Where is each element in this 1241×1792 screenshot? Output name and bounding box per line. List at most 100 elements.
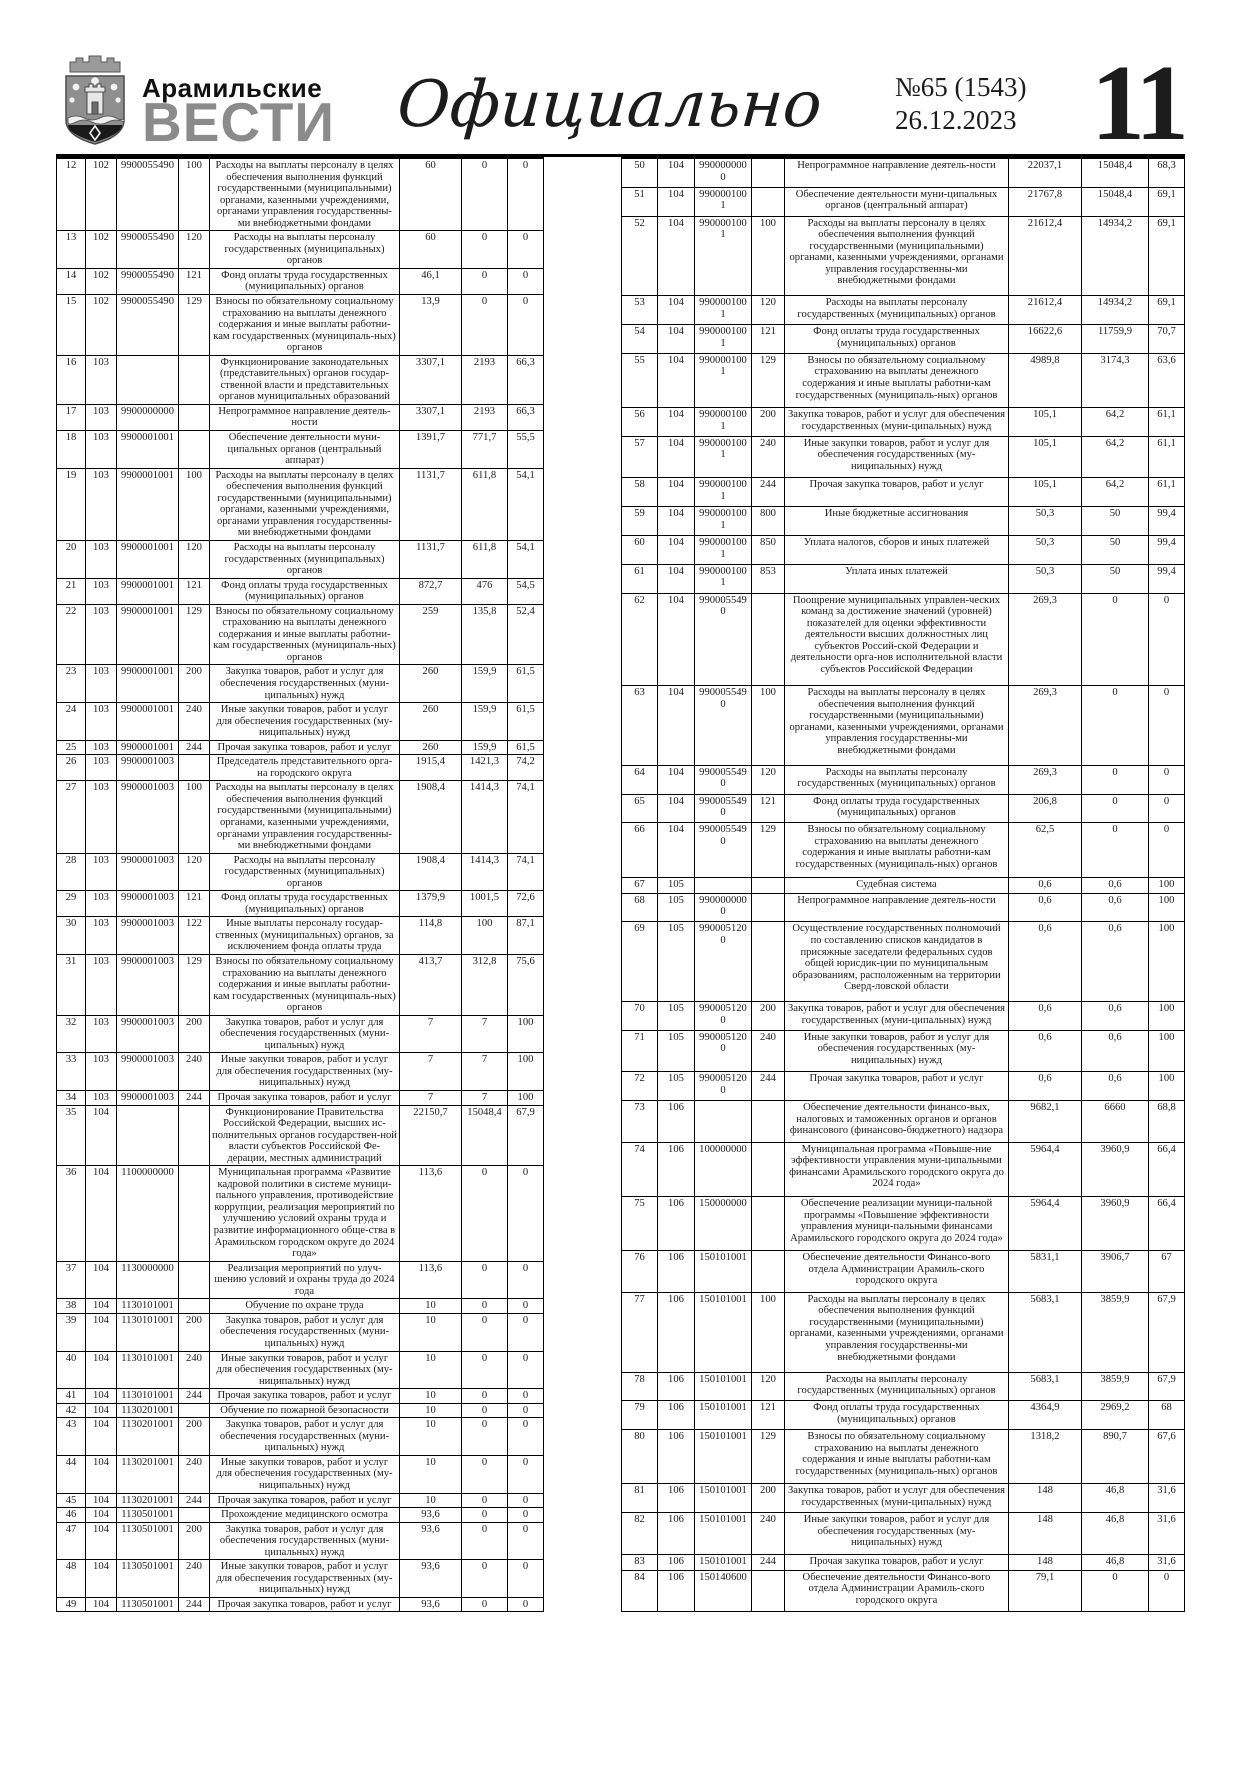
plan-amount-cell: 269,3 — [1008, 592, 1082, 687]
plan-amount-cell: 21767,8 — [1008, 186, 1082, 217]
section-code-cell: 105 — [657, 876, 695, 894]
name-cell: Функционирование законодательных (предст… — [209, 354, 400, 405]
plan-amount-cell: 5964,4 — [1008, 1195, 1082, 1252]
target-article-cell: 9900055490 — [694, 685, 752, 766]
section-code-cell: 105 — [657, 1029, 695, 1073]
target-article-cell: 9900001001 — [694, 186, 752, 217]
plan-amount-cell: 16622,6 — [1008, 324, 1082, 354]
percent-cell: 0 — [1148, 1569, 1185, 1613]
row-number-cell: 71 — [621, 1029, 658, 1073]
executed-amount-cell: 11759,9 — [1081, 324, 1149, 354]
section-code-cell: 104 — [657, 324, 695, 354]
section-code-cell: 104 — [657, 157, 695, 188]
row-number-cell: 28 — [56, 852, 86, 892]
row-number-cell: 70 — [621, 1001, 658, 1031]
table-row: 78 106 150101001 120 Расходы на выплаты перс… — [621, 1371, 1185, 1402]
plan-amount-cell: 7 — [399, 1090, 462, 1106]
executed-amount-cell: 14934,2 — [1081, 295, 1149, 326]
percent-cell: 100 — [1148, 921, 1185, 1003]
percent-cell: 75,6 — [507, 954, 544, 1016]
section-code-cell: 104 — [85, 1260, 117, 1300]
executed-amount-cell: 3960,9 — [1081, 1141, 1149, 1198]
expense-type-cell — [178, 403, 210, 432]
name-cell: Взносы по обязательному социальному стра… — [784, 352, 1009, 409]
row-number-cell: 16 — [56, 354, 86, 405]
percent-cell: 72,6 — [507, 890, 544, 918]
table-row: 15 102 9900055490 129 Взносы по обязательном… — [56, 294, 544, 356]
row-number-cell: 20 — [56, 539, 86, 579]
target-article-cell — [694, 1100, 752, 1143]
target-article-cell: 9900051200 — [694, 921, 752, 1003]
table-row: 74 106 100000000 Муниципальная программа «П… — [621, 1141, 1185, 1198]
target-article-cell: 9900001001 — [694, 407, 752, 437]
target-article-cell: 9900001001 — [116, 539, 179, 579]
plan-amount-cell: 148 — [1008, 1553, 1082, 1571]
table-row: 21 103 9900001001 121 Фонд оплаты труда госу… — [56, 577, 544, 605]
section-code-cell: 103 — [85, 403, 117, 432]
plan-amount-cell: 1391,7 — [399, 430, 462, 469]
percent-cell: 74,1 — [507, 852, 544, 892]
target-article-cell: 9900001003 — [116, 890, 179, 918]
row-number-cell: 77 — [621, 1291, 658, 1373]
section-code-cell: 104 — [657, 592, 695, 687]
target-article-cell: 150000000 — [694, 1195, 752, 1252]
section-code-cell: 103 — [85, 430, 117, 469]
percent-cell: 100 — [507, 1090, 544, 1106]
expense-type-cell: 853 — [751, 563, 785, 594]
section-code-cell: 103 — [85, 702, 117, 741]
percent-cell: 74,2 — [507, 754, 544, 782]
executed-amount-cell: 14934,2 — [1081, 215, 1149, 297]
executed-amount-cell: 0 — [461, 1521, 508, 1561]
target-article-cell: 150101001 — [694, 1429, 752, 1485]
executed-amount-cell: 771,7 — [461, 430, 508, 469]
section-code-cell: 103 — [85, 603, 117, 666]
row-number-cell: 63 — [621, 685, 658, 766]
table-row: 76 106 150101001 Обеспечение деятельности Ф… — [621, 1250, 1185, 1293]
section-code-cell: 104 — [657, 186, 695, 217]
name-cell: Прочая закупка товаров, работ и услуг — [209, 1090, 400, 1106]
target-article-cell: 9900055490 — [694, 822, 752, 878]
executed-amount-cell: 46,8 — [1081, 1512, 1149, 1555]
executed-amount-cell: 7 — [461, 1090, 508, 1106]
target-article-cell: 9900001001 — [116, 739, 179, 756]
percent-cell: 100 — [1148, 1029, 1185, 1073]
name-cell: Непрограммное направление деятель-ности — [209, 403, 400, 432]
table-row: 75 106 150000000 Обеспечение реализации мун… — [621, 1195, 1185, 1252]
percent-cell: 0 — [507, 1165, 544, 1262]
coat-of-arms-icon — [65, 55, 125, 145]
row-number-cell: 38 — [56, 1298, 86, 1314]
percent-cell: 61,1 — [1148, 477, 1185, 508]
section-code-cell: 102 — [85, 294, 117, 356]
plan-amount-cell: 1908,4 — [399, 852, 462, 892]
executed-amount-cell: 3859,9 — [1081, 1291, 1149, 1373]
row-number-cell: 44 — [56, 1454, 86, 1494]
section-code-cell: 104 — [657, 477, 695, 508]
section-code-cell: 103 — [85, 890, 117, 918]
percent-cell: 0 — [507, 230, 544, 269]
row-number-cell: 49 — [56, 1596, 86, 1613]
percent-cell: 66,3 — [507, 403, 544, 432]
target-article-cell: 9900001001 — [694, 352, 752, 409]
expense-type-cell: 800 — [751, 506, 785, 537]
table-row: 52 104 9900001001 100 Расходы на выплаты пер… — [621, 215, 1185, 297]
row-number-cell: 65 — [621, 793, 658, 824]
percent-cell: 66,4 — [1148, 1195, 1185, 1252]
row-number-cell: 60 — [621, 535, 658, 565]
percent-cell: 100 — [1148, 1001, 1185, 1031]
issue-info: №65 (1543) 26.12.2023 — [895, 71, 1075, 147]
executed-amount-cell: 1421,3 — [461, 754, 508, 782]
expense-type-cell: 100 — [178, 157, 210, 232]
name-cell: Обеспечение деятельности финансо-вых, на… — [784, 1100, 1009, 1143]
table-row: 77 106 150101001 100 Расходы на выплаты перс… — [621, 1291, 1185, 1373]
plan-amount-cell: 5683,1 — [1008, 1371, 1082, 1402]
name-cell: Расходы на выплаты персоналу в целях обе… — [209, 467, 400, 541]
section-code-cell: 104 — [85, 1312, 117, 1352]
name-cell: Иные закупки товаров, работ и услуг для … — [784, 1029, 1009, 1073]
section-code-cell: 104 — [657, 764, 695, 795]
table-row: 25 103 9900001001 244 Прочая закупка товаров… — [56, 739, 544, 756]
percent-cell: 0 — [507, 157, 544, 232]
target-article-cell: 150101001 — [694, 1553, 752, 1571]
expense-type-cell: 200 — [178, 664, 210, 704]
name-cell: Расходы на выплаты персоналу государстве… — [209, 230, 400, 269]
target-article-cell: 9900001003 — [116, 852, 179, 892]
